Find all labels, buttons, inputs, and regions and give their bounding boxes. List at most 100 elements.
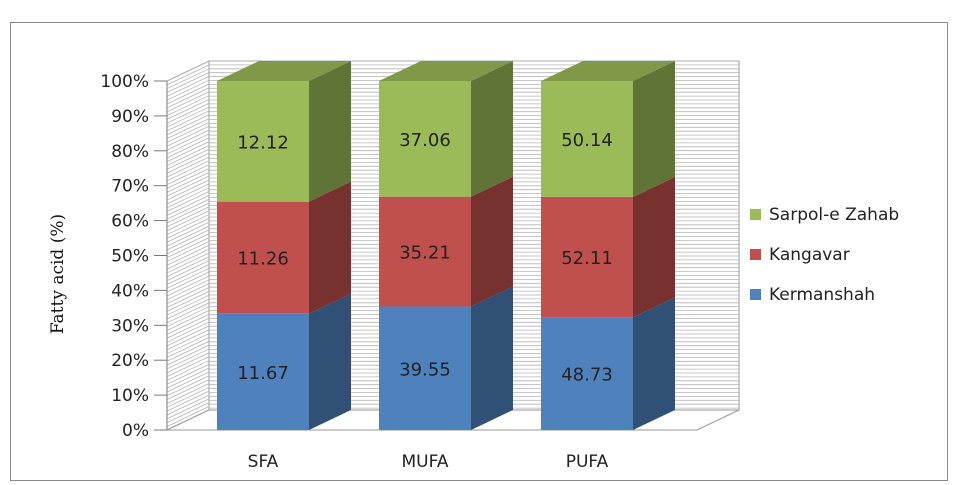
side-gridline — [166, 333, 210, 354]
side-gridline — [166, 191, 210, 212]
side-gridline — [166, 229, 210, 251]
side-gridline — [166, 256, 210, 278]
data-label: 12.12 — [237, 132, 289, 153]
y-tick-label: 0% — [122, 421, 149, 441]
side-gridline — [166, 379, 210, 400]
bar-segment-front — [379, 196, 471, 307]
y-axis-ticks: 0% 10% 20% 30% 40% 50% 60% 70% 80% 90% 100% — [100, 72, 168, 441]
data-label: 39.55 — [399, 359, 451, 380]
legend-label: Kermanshah — [769, 285, 875, 305]
category-label: MUFA — [402, 452, 449, 472]
side-gridline — [166, 363, 210, 385]
side-gridline — [166, 102, 210, 124]
bar-segment-front — [541, 317, 633, 430]
side-gridline — [166, 317, 210, 339]
side-gridline — [166, 195, 210, 216]
side-gridline — [166, 344, 210, 366]
side-gridline — [166, 329, 210, 351]
side-gridline — [166, 225, 210, 247]
side-gridline — [166, 79, 210, 101]
side-gridline — [166, 383, 210, 404]
data-label: 37.06 — [399, 130, 451, 151]
y-tick-label: 20% — [111, 351, 149, 371]
bar-segment-side — [309, 293, 351, 430]
data-label: 11.26 — [237, 249, 289, 270]
side-gridline — [166, 206, 210, 228]
side-gridline — [166, 398, 210, 420]
side-gridline — [166, 145, 210, 166]
side-gridline — [166, 106, 210, 128]
side-gridline — [166, 133, 210, 155]
side-gridline — [166, 314, 210, 335]
side-gridline — [166, 375, 210, 397]
bar-segment-front — [541, 196, 633, 318]
bar-top — [217, 61, 351, 81]
y-tick-label: 90% — [111, 107, 149, 127]
side-gridline — [166, 283, 210, 305]
stacked-bar-chart: 0%10%20%30%40%50%60%70%80%90%100% 11.671… — [48, 60, 899, 472]
legend: Sarpol-e Zahab Kangavar Kermanshah — [750, 205, 899, 305]
side-gridline — [166, 267, 210, 289]
side-gridline — [166, 241, 210, 262]
side-gridline — [166, 244, 210, 266]
data-label: 35.21 — [399, 243, 451, 264]
legend-label: Sarpol-e Zahab — [769, 205, 899, 225]
side-gridline — [166, 402, 210, 424]
side-gridline — [166, 306, 210, 328]
side-gridline — [166, 340, 210, 362]
side-gridline — [166, 394, 210, 416]
bar-segment-front — [379, 81, 471, 197]
legend-swatch — [750, 249, 761, 260]
side-gridline — [166, 214, 210, 235]
side-gridline — [166, 99, 210, 120]
bar-segment-front — [217, 81, 309, 202]
side-gridline — [166, 298, 210, 320]
y-tick-label: 10% — [111, 386, 149, 406]
side-gridline — [166, 294, 210, 316]
side-gridline — [166, 248, 210, 270]
side-gridline — [166, 64, 210, 86]
side-gridline — [166, 310, 210, 331]
y-tick-label: 70% — [111, 177, 149, 197]
side-gridline — [166, 137, 210, 159]
y-tick-label: 50% — [111, 247, 149, 267]
legend-swatch — [750, 289, 761, 300]
bar-segment-front — [379, 306, 471, 430]
side-gridline — [166, 141, 210, 162]
side-gridline — [166, 148, 210, 170]
side-gridline — [166, 160, 210, 182]
category-label: SFA — [248, 452, 279, 472]
side-gridline — [166, 367, 210, 389]
side-gridline — [166, 252, 210, 274]
data-label: 48.73 — [561, 365, 613, 386]
side-gridline — [166, 114, 210, 136]
side-gridline — [166, 171, 210, 193]
data-label: 11.67 — [237, 363, 289, 384]
y-tick-label: 40% — [111, 281, 149, 301]
side-gridline — [166, 406, 210, 427]
side-gridline — [166, 260, 210, 281]
side-gridline — [166, 287, 210, 308]
side-gridline — [166, 164, 210, 186]
bar-top — [541, 61, 675, 81]
bar-segment-side — [633, 297, 675, 430]
side-gridline — [166, 237, 210, 258]
side-gridline — [166, 275, 210, 297]
side-gridline — [166, 390, 210, 412]
side-gridline — [166, 202, 210, 224]
side-gridline — [166, 83, 210, 105]
side-gridline — [166, 60, 210, 82]
bar-segment-side — [471, 61, 513, 197]
side-gridline — [166, 198, 210, 220]
bar-top — [379, 61, 513, 81]
side-gridline — [166, 87, 210, 109]
side-gridline — [166, 302, 210, 324]
bar-segment-side — [471, 176, 513, 307]
bar-segment-front — [541, 81, 633, 197]
side-gridline — [166, 110, 210, 132]
bar-segment-side — [309, 61, 351, 202]
side-gridline — [166, 129, 210, 151]
bar-segment-side — [309, 181, 351, 314]
side-gridline — [166, 122, 210, 143]
bars: 11.67 11.26 12.12 39.55 35.21 37.06 48.73 52.11… — [217, 61, 675, 430]
